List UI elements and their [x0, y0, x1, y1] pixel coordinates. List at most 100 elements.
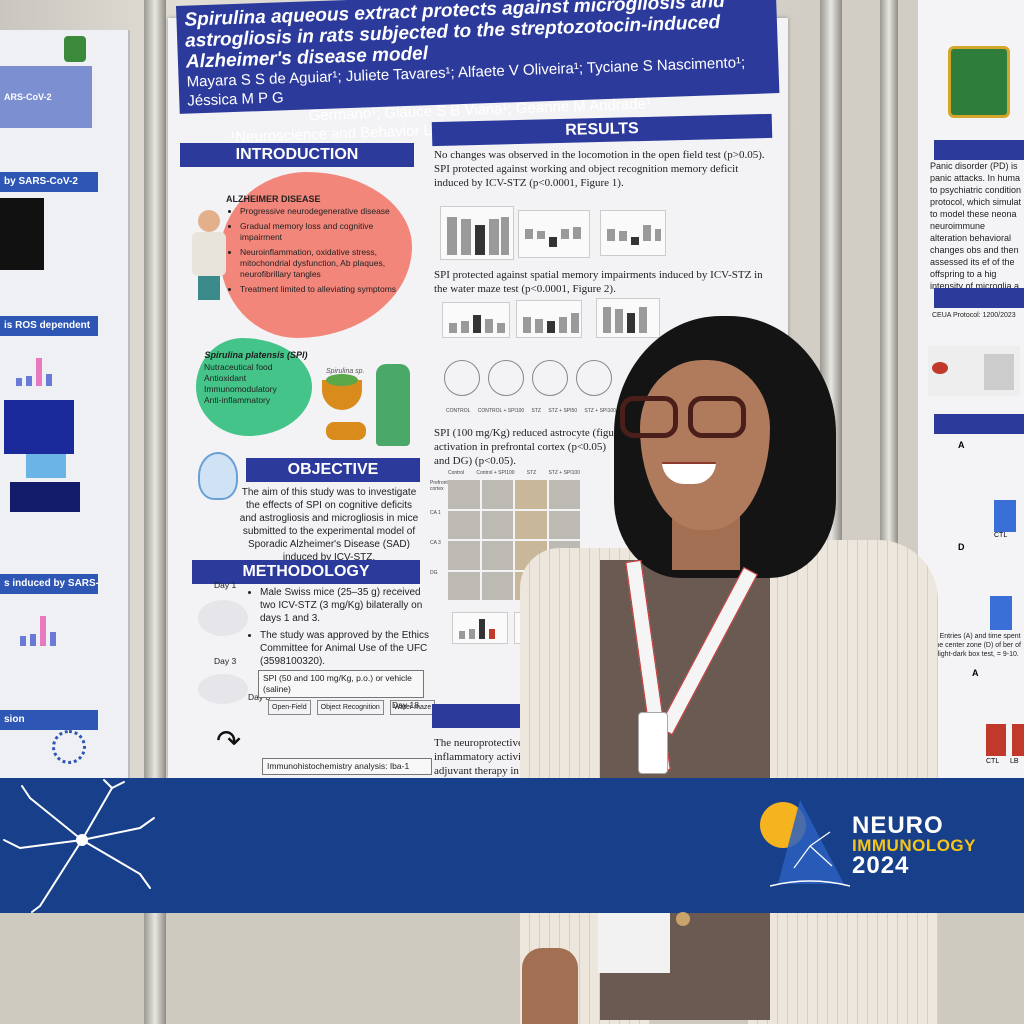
- left-poster-graph: [14, 606, 66, 646]
- right-poster-section-bar: [934, 140, 1024, 160]
- micrograph: [448, 571, 480, 600]
- alzheimer-disease-title: ALZHEIMER DISEASE: [226, 194, 321, 204]
- alzheimer-item: Neuroinflammation, oxidative stress, mit…: [240, 247, 406, 280]
- left-poster-title: ARS-CoV-2: [4, 92, 52, 102]
- badge-holder: [638, 712, 668, 774]
- university-crest-icon: [64, 36, 86, 62]
- water-maze-labels: CONTROL CONTROL + SPI100 STZ STZ + SPI50…: [446, 408, 616, 414]
- right-poster-text: Panic disorder (PD) is panic attacks. In…: [930, 161, 1022, 290]
- bar-label: CTL: [986, 758, 1000, 765]
- virus-icon: [52, 730, 86, 764]
- figure1-graph-b: [518, 210, 590, 258]
- left-poster-graph: [10, 342, 62, 386]
- right-poster-diagram: [928, 346, 1020, 396]
- micrograph-col: STZ + SPI100: [548, 470, 580, 476]
- poster-stand-pole-left: [144, 0, 166, 1024]
- seaweed-icon: [376, 364, 410, 446]
- mouse-illustration: [198, 600, 248, 636]
- micrograph: [481, 510, 513, 539]
- results-text-3: SPI (100 mg/Kg) reduced astrocyte (figur…: [434, 427, 623, 467]
- alzheimer-item: Progressive neurodegenerative disease: [240, 206, 406, 217]
- right-poster-caption: e 1. Entries (A) and time spent in the c…: [926, 633, 1021, 658]
- fluorescence-image: [4, 400, 74, 454]
- spirulina-content: Spirulina platensis (SPI) Nutraceutical …: [204, 350, 308, 406]
- lightbulb-icon: [198, 452, 238, 500]
- test-box: Object Recognition: [316, 700, 384, 715]
- person-face: [640, 360, 770, 530]
- day-label: Day 1: [214, 580, 237, 590]
- bar-lb: [1012, 724, 1024, 756]
- micrograph: [481, 541, 513, 570]
- spirulina-item: Nutraceutical food: [204, 362, 273, 372]
- bar-label: LB: [1010, 758, 1019, 765]
- jacket-button: [676, 912, 690, 926]
- micrograph: [448, 480, 480, 509]
- bar-ctl: [986, 724, 1006, 756]
- micrograph-col: Control: [448, 470, 465, 476]
- methodology-item: Male Swiss mice (25–35 g) received two I…: [260, 586, 436, 625]
- objective-header: OBJECTIVE: [246, 458, 420, 482]
- micrograph: [515, 510, 547, 539]
- micrograph-row: Prefrontal cortex: [430, 480, 452, 492]
- person-smile: [662, 462, 716, 484]
- micrograph: [448, 541, 480, 570]
- micrograph-row-labels: Prefrontal cortex CA 1 CA 3 DG: [430, 480, 452, 602]
- methodology-item: The study was approved by the Ethics Com…: [260, 629, 436, 668]
- bar-label: CTL: [994, 532, 1008, 539]
- spirulina-item: Anti-inflammatory: [204, 395, 271, 405]
- spirulina-label: Spirulina sp.: [326, 368, 365, 375]
- bar-ctl: [990, 596, 1012, 630]
- results-text-2: SPI protected against spatial memory imp…: [434, 269, 763, 295]
- maze-label: STZ + SPI50: [548, 408, 578, 414]
- neuron-icon: [3, 779, 155, 913]
- day-label: Day 3: [214, 656, 237, 666]
- fluorescence-image: [0, 198, 44, 270]
- micrograph: [548, 510, 580, 539]
- right-poster-section-bar: [934, 414, 1024, 434]
- glasses-icon: [616, 396, 752, 446]
- event-banner: [0, 778, 1024, 913]
- micrograph-column-headers: Control Control + SPI100 STZ STZ + SPI10…: [448, 470, 580, 476]
- micrograph-row: DG: [430, 570, 438, 576]
- results-text-1: No changes was observed in the locomotio…: [434, 149, 765, 189]
- figure1-graph-a: [440, 206, 514, 260]
- spirulina-powder-icon: [326, 374, 358, 386]
- poster-title-block: Spirulina aqueous extract protects again…: [176, 0, 780, 146]
- objective-text: The aim of this study was to investigate…: [239, 487, 419, 563]
- figure2-graph-c: [596, 298, 660, 338]
- micrograph-row: CA 3: [430, 540, 441, 546]
- spirulina-panel: [196, 338, 312, 436]
- maze-label: CONTROL + SPI100: [477, 408, 525, 414]
- ihc-box: Immunohistochemistry analysis: Iba-1: [262, 758, 432, 775]
- micrograph: [481, 571, 513, 600]
- micrograph: [548, 480, 580, 509]
- day-label: Day 18: [392, 700, 419, 710]
- alzheimer-item: Gradual memory loss and cognitive impair…: [240, 221, 406, 243]
- brand-line-year: 2024: [852, 852, 910, 879]
- right-poster-section-bar: [934, 288, 1024, 308]
- spirulina-spoon-icon: [326, 422, 366, 440]
- micrograph-col: STZ: [526, 470, 537, 476]
- micrograph-col: Control + SPI100: [476, 470, 515, 476]
- spirulina-item: Antioxidant: [204, 373, 247, 383]
- alzheimer-disease-content: ALZHEIMER DISEASE Progressive neurodegen…: [226, 194, 406, 295]
- left-poster-section-bar: sion: [0, 710, 98, 730]
- spirulina-title: Spirulina platensis (SPI): [204, 350, 308, 360]
- figure1-caption: [668, 188, 762, 254]
- bar-ctl: [994, 500, 1016, 532]
- micrograph: [515, 480, 547, 509]
- panel-label: A: [958, 440, 965, 450]
- fluorescence-image: [10, 482, 80, 512]
- micrograph-row: CA 1: [430, 510, 441, 516]
- introduction-header: INTRODUCTION: [180, 143, 414, 167]
- mouse-illustration: [198, 674, 248, 704]
- left-poster-section-bar: s induced by SARS-CoV-2: [0, 574, 98, 594]
- fluorescence-image: [26, 454, 66, 478]
- panel-label: A: [972, 668, 979, 678]
- figure1-graph-c: [600, 210, 666, 256]
- left-poster: ARS-CoV-2 by SARS-CoV-2 is ROS dependent…: [0, 30, 130, 790]
- behavioral-tests: Open-Field Object Recognition Water maze: [268, 700, 436, 715]
- badge-card: [598, 913, 670, 973]
- alzheimer-item: Treatment limited to alleviating symptom…: [240, 284, 406, 295]
- figure2-graph-b: [516, 300, 582, 338]
